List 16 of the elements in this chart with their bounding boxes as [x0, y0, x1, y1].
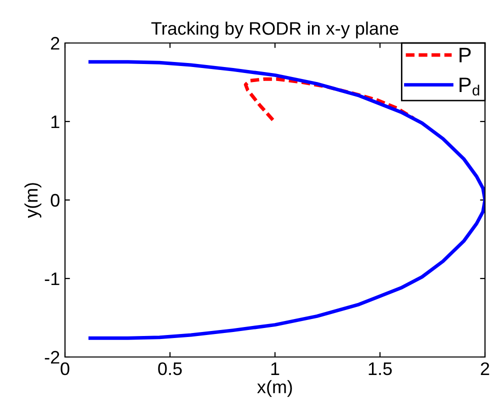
line-series — [244, 77, 416, 122]
x-tick-label: 2 — [480, 362, 490, 375]
x-tick-label: 1.5 — [368, 362, 392, 376]
y-tick-label: 2 — [51, 36, 60, 50]
y-tick-label: -1 — [44, 272, 60, 286]
legend-label: P$_{d}$ — [460, 78, 480, 96]
x-tick-label: 0 — [60, 362, 70, 376]
y-axis-title: y(m) — [24, 183, 42, 218]
y-tick-label: 1 — [51, 116, 60, 128]
legend-label: P — [460, 48, 471, 62]
x-tick-label: 0.5 — [158, 362, 182, 376]
y-tick-label: -2 — [44, 350, 60, 364]
y-tick-label: 0 — [50, 194, 60, 207]
chart-title: Tracking by RODR in x-y plane — [151, 22, 398, 38]
x-axis-title: x(m) — [257, 380, 292, 397]
x-tick-label: 1 — [271, 362, 280, 375]
